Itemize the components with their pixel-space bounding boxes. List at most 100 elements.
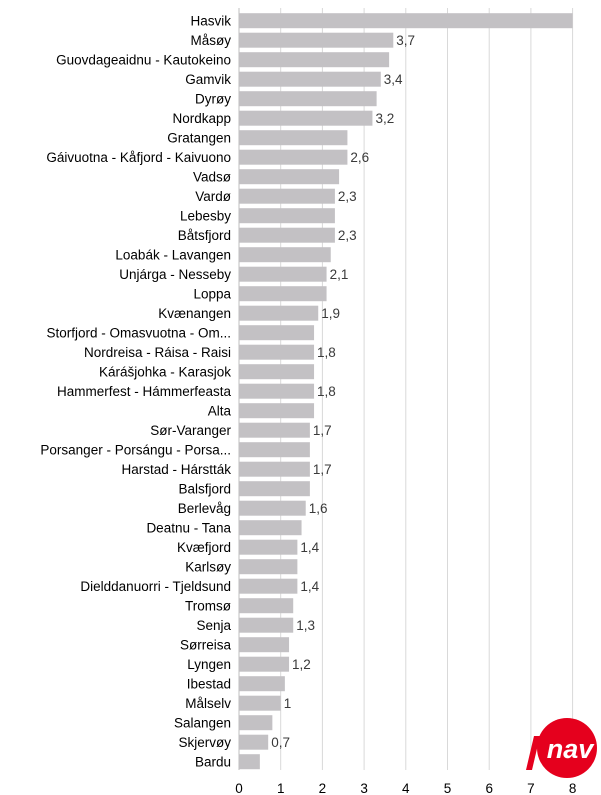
logo-circle — [537, 718, 597, 778]
data-label: 1,7 — [313, 423, 332, 438]
data-label: 1,4 — [300, 540, 319, 555]
bar — [239, 715, 273, 731]
bar — [239, 695, 281, 711]
bar — [239, 71, 381, 87]
data-label: 0,7 — [271, 735, 290, 750]
bar — [239, 403, 315, 419]
bar — [239, 13, 573, 29]
data-label: 3,2 — [375, 111, 394, 126]
data-label: 1,8 — [317, 345, 336, 360]
category-label: Kvænangen — [158, 306, 231, 321]
data-label: 2,1 — [330, 267, 349, 282]
bar — [239, 500, 306, 516]
bars — [239, 13, 573, 770]
bar — [239, 266, 327, 282]
bar — [239, 91, 377, 107]
category-label: Loppa — [193, 287, 231, 302]
category-label: Sør-Varanger — [150, 423, 231, 438]
category-label: Unjárga - Nesseby — [119, 267, 231, 282]
category-label: Ibestad — [187, 677, 231, 692]
category-label: Sørreisa — [180, 638, 231, 653]
x-tick-label: 6 — [485, 781, 493, 795]
nav-logo-icon: nav — [526, 718, 597, 778]
bar — [239, 442, 310, 458]
bar — [239, 169, 340, 185]
category-label: Måsøy — [191, 33, 232, 48]
bar — [239, 149, 348, 165]
bar — [239, 130, 348, 146]
bar — [239, 383, 315, 399]
category-label: Karlsøy — [185, 560, 231, 575]
x-tick-label: 4 — [402, 781, 410, 795]
bar — [239, 52, 390, 68]
x-tick-label: 3 — [360, 781, 368, 795]
category-label: Salangen — [174, 716, 231, 731]
category-label: Deatnu - Tana — [146, 521, 231, 536]
bar — [239, 208, 335, 224]
category-label: Dyrøy — [195, 92, 231, 107]
bar — [239, 617, 294, 633]
bar — [239, 286, 327, 302]
category-label: Senja — [196, 618, 231, 633]
data-label: 1,2 — [292, 657, 311, 672]
category-label: Nordreisa - Ráisa - Raisi — [84, 345, 231, 360]
category-label: Hasvik — [190, 14, 231, 29]
category-label: Porsanger - Porsángu - Porsa... — [40, 443, 231, 458]
bar — [239, 539, 298, 555]
category-label: Dielddanuorri - Tjeldsund — [80, 579, 231, 594]
category-label: Gáivuotna - Kåfjord - Kaivuono — [46, 150, 231, 165]
bar — [239, 422, 310, 438]
x-tick-label: 8 — [569, 781, 577, 795]
logo-text: nav — [547, 734, 596, 764]
category-label: Loabák - Lavangen — [115, 248, 231, 263]
nav-logo: nav — [524, 714, 601, 782]
data-label: 2,6 — [350, 150, 369, 165]
data-label: 3,4 — [384, 72, 403, 87]
bar — [239, 481, 310, 497]
bar — [239, 344, 315, 360]
bar — [239, 32, 394, 48]
x-tick-label: 0 — [235, 781, 243, 795]
x-axis-ticks: 0 1 2 3 4 5 6 7 8 — [235, 781, 576, 795]
category-label: Målselv — [185, 696, 231, 711]
category-label: Gamvik — [185, 72, 231, 87]
category-label: Gratangen — [167, 131, 231, 146]
bar — [239, 754, 260, 770]
category-label: Lyngen — [187, 657, 231, 672]
category-label: Lebesby — [180, 209, 231, 224]
data-label: 1,4 — [300, 579, 319, 594]
bar — [239, 578, 298, 594]
category-label: Bardu — [195, 755, 231, 770]
bar — [239, 520, 302, 536]
category-label: Tromsø — [185, 599, 231, 614]
bar — [239, 227, 335, 243]
category-label: Hammerfest - Hámmerfeasta — [57, 384, 232, 399]
bar — [239, 461, 310, 477]
category-label: Kárášjohka - Karasjok — [99, 365, 231, 380]
bar — [239, 188, 335, 204]
category-label: Båtsfjord — [178, 228, 231, 243]
x-tick-label: 7 — [527, 781, 535, 795]
logo-slash — [526, 736, 540, 770]
category-label: Skjervøy — [178, 735, 231, 750]
bar — [239, 598, 294, 614]
data-label: 3,7 — [396, 33, 415, 48]
bar — [239, 637, 290, 653]
category-label: Harstad - Hárstták — [121, 462, 231, 477]
bar — [239, 364, 315, 380]
x-tick-label: 1 — [277, 781, 285, 795]
x-tick-label: 5 — [444, 781, 452, 795]
data-label: 2,3 — [338, 228, 357, 243]
category-labels: Hasvik Måsøy Guovdageaidnu - Kautokeino Gam… — [40, 14, 231, 770]
data-label: 2,3 — [338, 189, 357, 204]
bar — [239, 325, 315, 341]
data-label: 1 — [284, 696, 292, 711]
data-label: 1,8 — [317, 384, 336, 399]
category-label: Guovdageaidnu - Kautokeino — [56, 53, 231, 68]
bar — [239, 247, 331, 263]
category-label: Vardø — [195, 189, 231, 204]
data-labels: 3,7 3,4 3,2 2,6 2,3 2,3 2,1 1,9 1,8 1,8 1,7 1,7 1,6 1… — [271, 33, 415, 750]
category-label: Berlevåg — [178, 501, 231, 516]
bar — [239, 305, 319, 321]
